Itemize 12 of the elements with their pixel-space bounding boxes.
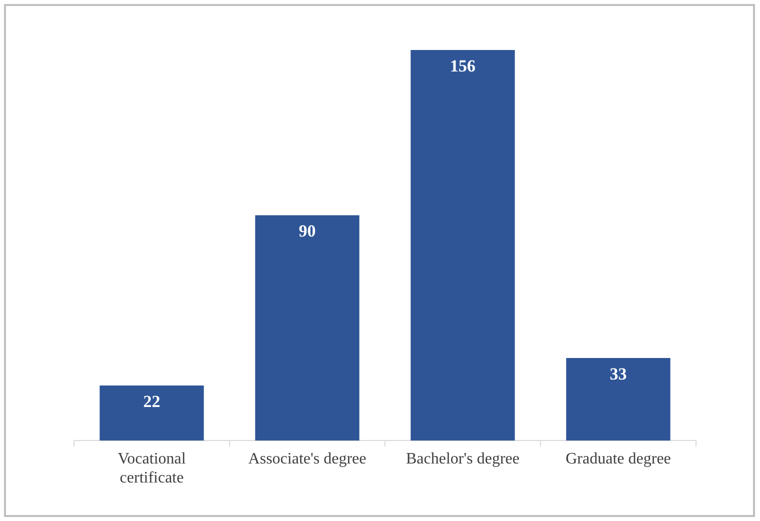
bar — [100, 386, 204, 441]
x-tick-label: Vocational certificate — [118, 450, 186, 487]
data-label: 156 — [450, 56, 476, 76]
data-label: 22 — [143, 392, 160, 411]
x-tick-label: Graduate degree — [566, 450, 671, 468]
data-label: 33 — [610, 364, 627, 384]
x-tick-label: Associate's degree — [248, 450, 366, 468]
bar — [566, 358, 670, 441]
x-tick-label: Bachelor's degree — [406, 450, 520, 468]
data-label: 90 — [298, 222, 316, 241]
bar — [410, 50, 515, 441]
bar — [255, 215, 360, 441]
